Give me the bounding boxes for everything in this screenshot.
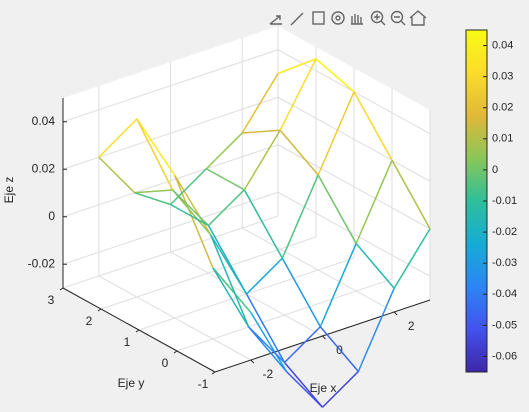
mesh-line [212,267,250,328]
y-tick-label: 2 [86,314,93,328]
colorbar-tick-label: -0.04 [492,288,517,300]
colorbar-tick-label: 0.01 [492,133,513,145]
mesh-line [243,129,281,191]
y-tick-label: 0 [162,356,169,370]
rotate-button[interactable] [331,11,345,25]
grid-line [176,278,393,352]
colorbar-tick-label: 0.03 [492,71,513,83]
grid-line [62,191,279,265]
mesh-line [245,293,286,363]
mesh-line [248,326,288,373]
colorbar-tick-label: -0.03 [492,257,517,269]
mesh-line [353,91,393,161]
grid-line [277,96,431,182]
mesh-line [277,58,317,75]
grid-line [277,191,431,277]
z-tick-label: 0.02 [32,161,56,175]
grid-line [62,49,279,123]
mesh-line [279,129,319,176]
mesh-line [98,118,138,158]
mesh-line [172,189,212,236]
x-tick-label: -2 [262,367,273,381]
tick-mark [250,359,255,364]
y-tick-label: -1 [198,377,209,391]
mesh-line [136,118,176,176]
pan-button[interactable] [351,14,363,25]
brush-button[interactable] [290,12,304,26]
z-tick-label: 0.04 [32,114,56,128]
colorbar-tick-label: -0.06 [492,350,517,362]
grid-line [62,215,279,289]
z-tick-label: 0 [48,209,55,223]
mesh-line [248,326,286,364]
mesh-line [169,168,207,206]
mesh-line [205,132,243,170]
mesh-line [174,175,212,236]
z-axis-label: Eje z [2,177,16,204]
mesh-line [205,168,245,191]
mesh-line [317,91,355,176]
mesh-line [279,58,317,131]
mesh-line [174,175,214,269]
tick-mark [322,335,326,340]
tick-mark [211,371,216,375]
colorbar-tick-label: 0.02 [492,102,513,114]
y-tick-label: 1 [124,335,131,349]
grid-line [100,236,317,310]
mesh-line [207,189,245,227]
mesh-line [281,257,321,328]
grid-line [277,144,431,230]
colorbar-tick-label: -0.05 [492,319,517,331]
y-axis-label: Eje y [118,376,145,390]
mesh-line [391,159,431,230]
mesh-line [355,243,395,289]
x-tick-label: 2 [408,319,415,333]
home-button[interactable] [409,10,427,26]
mesh-line [136,118,174,191]
tick-mark [97,308,102,312]
mesh-line [281,174,319,259]
mesh-line [319,326,359,372]
mesh-line [319,243,357,328]
mesh-line [317,174,357,244]
mesh-line [315,58,355,93]
mesh-line [283,326,321,364]
colorbar-tick-label: 0 [492,164,498,176]
mesh-line [321,370,359,408]
colorbar-tick-label: 0.04 [492,39,513,51]
mesh-line [355,159,393,244]
x-axis-label: Eje x [310,381,337,395]
mesh-line [357,287,395,372]
mesh-line [170,203,209,227]
mesh-line [250,312,288,373]
mesh-line [98,156,136,194]
datatip-button[interactable] [312,11,325,25]
toolbar [269,10,427,26]
tick-mark [393,311,398,316]
export-button[interactable] [269,15,282,25]
mesh-line [243,189,283,259]
y-tick-label: 3 [48,293,55,307]
zoom-out-button[interactable] [390,10,406,26]
mesh-line [241,73,279,134]
mesh-line [245,257,283,295]
tick-mark [173,350,178,354]
z-tick-label: -0.02 [28,256,56,270]
mesh-line [207,225,248,295]
tick-mark [59,287,64,291]
colorbar-tick-label: -0.01 [492,195,517,207]
mesh-line [209,234,250,328]
mesh-line [393,228,431,289]
mesh-line [134,192,171,206]
tick-mark [135,329,140,333]
grid-line [62,144,279,218]
colorbar-tick-label: -0.02 [492,226,517,238]
mesh-line [212,267,252,313]
zoom-in-button[interactable] [370,10,386,26]
mesh-line [134,189,173,194]
mesh-line [283,362,324,408]
mesh-line [242,129,281,134]
